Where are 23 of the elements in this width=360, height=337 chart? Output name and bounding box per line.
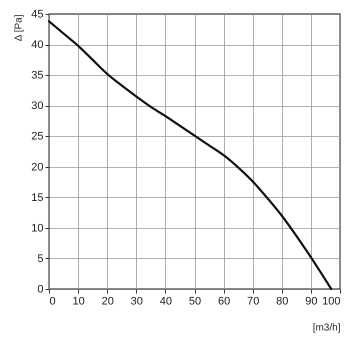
- y-tick-label: 30: [31, 100, 44, 112]
- x-tick-label: 0: [50, 296, 56, 308]
- y-tick-label: 15: [31, 192, 44, 204]
- y-tick-label: 10: [31, 222, 44, 234]
- x-tick-label: 20: [102, 296, 114, 308]
- x-tick-label: 50: [188, 296, 202, 308]
- y-tick-label: 35: [31, 70, 44, 82]
- x-tick-label: 100: [322, 296, 340, 308]
- y-tick-label: 45: [31, 8, 44, 20]
- y-tick-label: 25: [31, 130, 44, 143]
- x-tick-label: 60: [218, 296, 230, 308]
- x-tick-label: 40: [160, 296, 172, 308]
- x-tick-label: 10: [72, 296, 85, 308]
- x-tick-label: 90: [305, 296, 318, 308]
- x-axis-title: [m3/h]: [312, 322, 341, 334]
- y-tick-label: 0: [37, 284, 44, 296]
- y-tick-label: 20: [31, 161, 44, 174]
- y-tick-label: 40: [31, 39, 44, 52]
- y-tick-label: 5: [37, 252, 44, 265]
- y-axis-title: Δ [Pa]: [13, 14, 24, 42]
- x-tick-label: 70: [247, 296, 260, 308]
- x-tick-label: 30: [130, 296, 143, 308]
- x-tick-label: 80: [276, 296, 288, 308]
